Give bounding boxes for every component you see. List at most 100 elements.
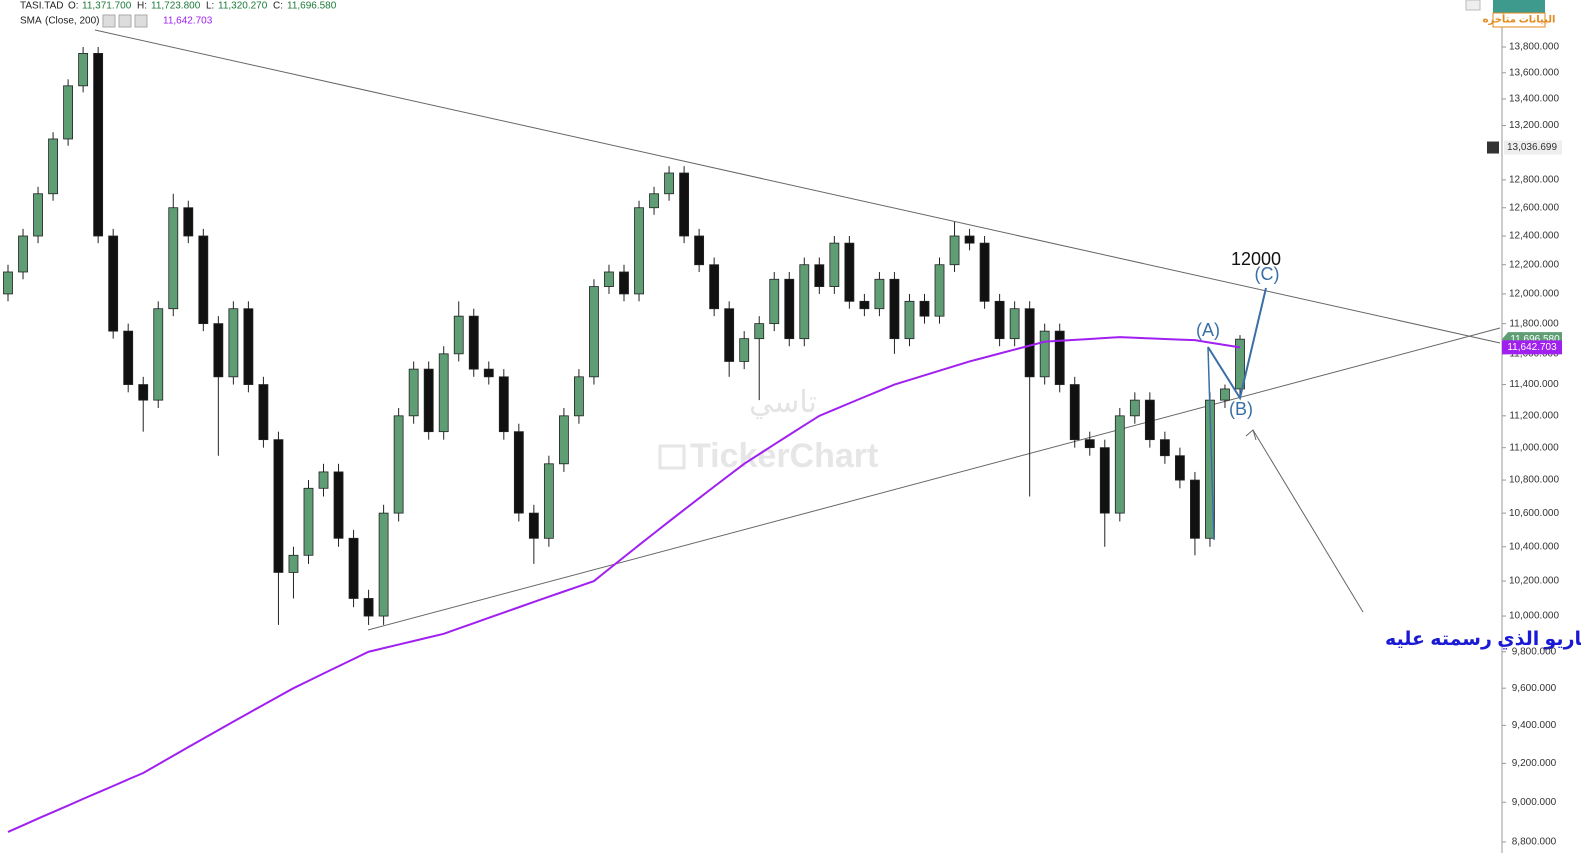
sma-params: (Close, 200) [45, 16, 99, 27]
candle-body [724, 308, 735, 362]
candle-body [919, 300, 930, 317]
candle-body [1114, 415, 1125, 514]
candle-body [213, 323, 224, 378]
candle-body [1009, 308, 1020, 340]
watermark: TickerChart [690, 437, 878, 475]
candle-body [604, 271, 614, 287]
candle-body [468, 315, 479, 370]
candle-body [498, 376, 509, 433]
candle-body [889, 278, 900, 340]
candle-body [333, 471, 344, 539]
y-tick-label: 12,400.000 [1509, 231, 1559, 242]
wave-label: (B) [1229, 399, 1253, 419]
candle-body [528, 512, 539, 539]
y-tick-label: 11,000.000 [1509, 442, 1559, 453]
menu-button[interactable] [1465, 0, 1481, 11]
candle-body [904, 300, 915, 340]
sma-line [7, 336, 1241, 833]
candle-body [543, 463, 554, 539]
candle-body [303, 487, 314, 556]
candle-body [754, 323, 765, 340]
candle-body [228, 308, 239, 378]
candle-body [558, 415, 569, 465]
candle-body [1129, 399, 1140, 417]
y-tick-label: 9,400.000 [1512, 720, 1557, 731]
candle-body [1190, 479, 1200, 539]
wave-line [1207, 346, 1215, 541]
note: كما ترون بتحديث الشارت اعلاه طبقت الحركه… [1385, 629, 1581, 651]
candle-body [664, 172, 674, 195]
icon-button[interactable] [102, 14, 116, 28]
candle-body [979, 242, 990, 302]
high-value: 11,723.800 [151, 1, 201, 12]
high-label: H: [137, 1, 147, 12]
candle-body [288, 554, 299, 573]
candle-body [934, 264, 945, 317]
price-tag-label: 11,696.580 [1510, 334, 1560, 345]
target-label: 12000 [1231, 249, 1281, 269]
candle-body [348, 537, 359, 599]
y-tick-label: 12,600.000 [1509, 202, 1559, 213]
low-label: L: [206, 1, 214, 12]
open-value: 11,371.700 [82, 1, 132, 12]
candle-body [844, 242, 855, 302]
crosshair-button [1487, 141, 1499, 154]
logo [1493, 0, 1545, 13]
sma-name: SMA [20, 16, 42, 27]
candle-body [273, 439, 284, 573]
y-tick-label: 12,200.000 [1509, 259, 1559, 270]
candle-body [198, 235, 209, 325]
candle-body [799, 264, 810, 340]
candle-body [363, 598, 374, 617]
y-tick-label: 10,400.000 [1509, 541, 1559, 552]
watermark: تاسي [749, 386, 817, 420]
candle-body [18, 235, 28, 273]
crosshair-box [1504, 140, 1562, 155]
y-tick-label: 10,200.000 [1509, 576, 1559, 587]
candle-body [649, 193, 659, 209]
candle-body [679, 172, 690, 237]
candle-body [123, 330, 134, 385]
y-tick-label: 13,600.000 [1509, 67, 1559, 78]
y-tick-label: 10,800.000 [1509, 475, 1559, 486]
candle-body [168, 207, 179, 310]
y-tick-label: 9,200.000 [1512, 758, 1557, 769]
y-tick-label: 9,000.000 [1512, 797, 1557, 808]
wave-line [1207, 287, 1267, 401]
candle-body [1174, 455, 1185, 481]
candle-body [258, 384, 269, 441]
y-tick-label: 11,200.000 [1509, 410, 1559, 421]
badge-box [1492, 12, 1546, 28]
wave-label: (A) [1196, 320, 1220, 340]
candle-body [994, 300, 1005, 340]
y-tick-label: 10,000.000 [1509, 611, 1559, 622]
candle-body [709, 264, 720, 310]
candle-body [93, 53, 104, 237]
close-value: 11,696.580 [287, 1, 337, 12]
candle-body [1144, 399, 1155, 441]
candle-body [964, 235, 975, 244]
y-tick-label: 12,800.000 [1509, 175, 1559, 186]
candle-body [1069, 384, 1080, 441]
watermark-icon [658, 444, 686, 470]
badge: البيانات متأخره [1483, 13, 1556, 26]
candle-body [769, 278, 780, 325]
icon-button[interactable] [118, 14, 132, 28]
candle-body [393, 415, 404, 514]
y-tick-label: 8,800.000 [1512, 837, 1557, 848]
candle-body [438, 353, 449, 433]
candle-body [814, 264, 825, 287]
candle-body [1159, 439, 1170, 457]
candle-body [423, 368, 434, 433]
arrow-line [1252, 429, 1364, 613]
icon-button[interactable] [134, 14, 148, 28]
y-tick-label: 10,600.000 [1509, 508, 1559, 519]
candle-body [33, 193, 43, 237]
candle-body [138, 384, 149, 401]
wave-label: (C) [1255, 264, 1280, 284]
candle-body [108, 235, 119, 332]
candle-body [859, 300, 870, 310]
candle-body [63, 85, 74, 140]
